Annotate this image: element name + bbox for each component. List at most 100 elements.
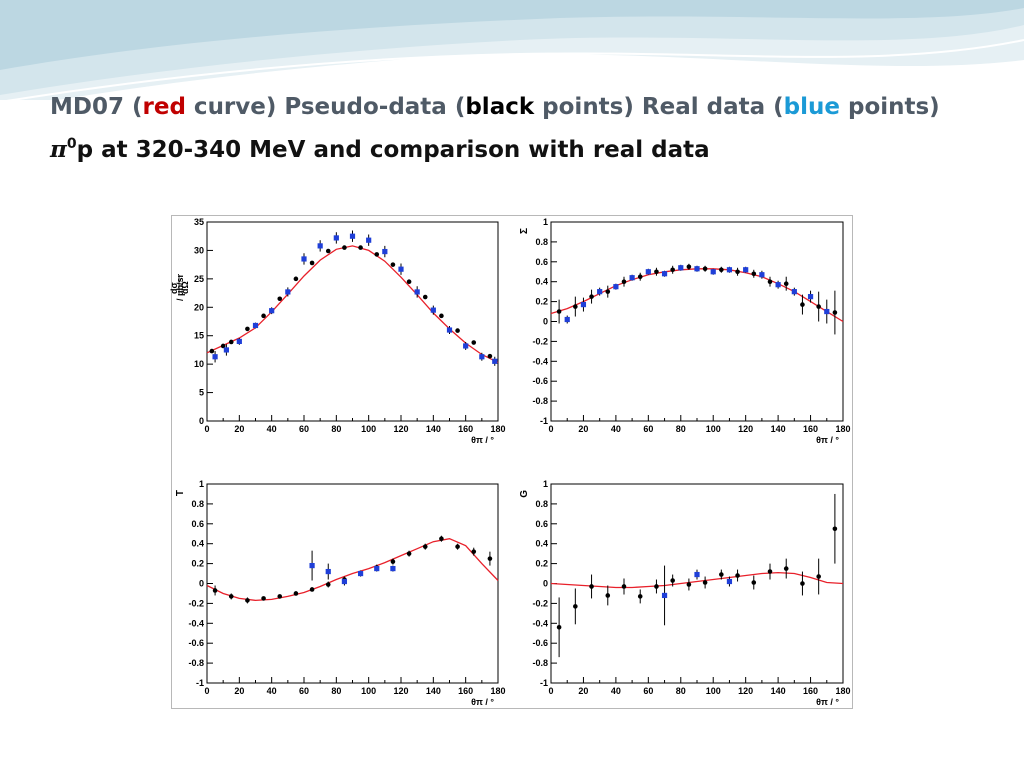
pseudo-data-point — [686, 264, 692, 270]
y-tick-label: 10 — [194, 359, 204, 369]
pseudo-data-point — [719, 267, 724, 273]
x-tick-label: 60 — [299, 686, 309, 696]
x-tick-label: 80 — [331, 424, 341, 434]
x-tick-label: 20 — [578, 424, 588, 434]
x-tick-label: 180 — [835, 686, 850, 696]
pseudo-data-point — [702, 266, 708, 272]
real-data-point — [807, 294, 814, 300]
real-data-point — [613, 284, 619, 290]
x-tick-label: 60 — [299, 424, 309, 434]
pseudo-data-point — [702, 580, 708, 585]
pseudo-data-point — [637, 594, 643, 599]
y-axis-label-denominator: dΩ — [180, 281, 190, 294]
real-data-point — [317, 243, 323, 249]
x-tick-label: 140 — [426, 686, 441, 696]
y-tick-label: 0.6 — [191, 519, 204, 529]
y-tick-label: 0.6 — [535, 257, 548, 267]
y-tick-label: 0.6 — [535, 519, 548, 529]
real-data-point — [382, 248, 388, 255]
pseudo-data-point — [439, 313, 444, 319]
x-tick-label: 40 — [267, 424, 277, 434]
slide-subtitle: π0p at 320-340 MeV and comparison with r… — [50, 136, 710, 163]
y-tick-label: 5 — [199, 388, 204, 398]
pseudo-data-point — [719, 572, 724, 577]
x-tick-label: 80 — [676, 424, 686, 434]
real-data-point — [398, 266, 404, 272]
x-tick-label: 120 — [738, 686, 753, 696]
x-tick-label: 160 — [458, 424, 473, 434]
title-after-red: curve) Pseudo-data ( — [185, 94, 466, 120]
pseudo-data-point — [767, 569, 773, 574]
pseudo-data-point — [751, 580, 757, 585]
y-axis-label: G — [519, 490, 530, 498]
model-curve — [550, 571, 844, 589]
y-tick-label: 0 — [199, 416, 204, 426]
subtitle-text: p at 320-340 MeV and comparison with rea… — [76, 137, 710, 163]
pseudo-data-point — [621, 584, 627, 589]
y-tick-label: -0.6 — [188, 638, 204, 648]
pseudo-data-point — [621, 279, 627, 285]
pseudo-data-point — [358, 245, 363, 250]
pseudo-data-point — [220, 343, 226, 349]
real-data-point — [694, 571, 700, 578]
x-tick-label: 0 — [204, 686, 209, 696]
y-tick-label: 0.2 — [191, 559, 204, 569]
x-tick-label: 60 — [643, 424, 653, 434]
pseudo-data-point — [245, 598, 250, 603]
pseudo-data-point — [439, 536, 444, 542]
x-tick-label: 40 — [267, 686, 277, 696]
y-tick-label: 0 — [543, 317, 548, 327]
pseudo-data-point — [325, 248, 331, 254]
pseudo-data-point — [342, 245, 347, 250]
title-black-word: black — [465, 94, 535, 120]
plot-frame — [550, 221, 844, 422]
y-tick-label: -0.4 — [532, 618, 548, 628]
x-tick-label: 140 — [426, 424, 441, 434]
pseudo-data-point — [783, 281, 789, 286]
real-data-point — [710, 269, 716, 275]
y-tick-label: 0.2 — [535, 297, 548, 307]
pseudo-data-point — [406, 279, 412, 285]
plot-frame — [206, 221, 499, 422]
y-tick-label: 1 — [543, 217, 548, 227]
y-tick-label: -0.4 — [188, 618, 204, 628]
x-tick-label: 40 — [611, 686, 621, 696]
pion-symbol: π — [50, 136, 67, 163]
pseudo-data-point — [487, 353, 493, 359]
pseudo-data-point — [556, 309, 562, 314]
real-data-point — [309, 562, 315, 569]
real-data-point — [564, 316, 570, 323]
x-tick-label: 120 — [393, 424, 408, 434]
y-tick-label: -0.6 — [532, 638, 548, 648]
y-tick-label: 1 — [199, 479, 204, 489]
pseudo-data-point — [637, 274, 643, 280]
real-data-point — [726, 267, 733, 273]
real-data-point — [333, 235, 339, 241]
x-axis-label: θπ / ° — [816, 697, 839, 707]
y-tick-label: -0.2 — [188, 598, 204, 608]
pseudo-data-point — [261, 313, 266, 319]
real-data-point — [349, 233, 356, 239]
pseudo-data-point — [589, 584, 594, 589]
real-data-point — [285, 289, 291, 295]
x-axis-label: θπ / ° — [471, 697, 494, 707]
y-tick-label: -0.8 — [532, 658, 548, 668]
pseudo-data-point — [309, 587, 315, 592]
pseudo-data-point — [209, 348, 215, 354]
x-tick-label: 100 — [706, 424, 721, 434]
pseudo-data-point — [589, 294, 594, 299]
pseudo-data-point — [422, 294, 428, 300]
y-axis-label-unit: / μb/sr — [175, 274, 185, 302]
real-data-point — [580, 301, 587, 308]
chart-bottom-right: 0 20 40 60 80 100 120 140 160 180 -1 -0.8 -0.6 -0.4 -0… — [519, 479, 851, 707]
real-data-point — [645, 269, 651, 275]
x-tick-label: 160 — [803, 686, 818, 696]
x-tick-label: 140 — [771, 686, 786, 696]
pseudo-data-point — [751, 271, 757, 277]
x-tick-label: 100 — [361, 686, 376, 696]
pseudo-data-point — [735, 573, 740, 578]
x-tick-label: 0 — [548, 686, 553, 696]
y-tick-label: -1 — [196, 678, 204, 688]
pseudo-data-point — [832, 526, 838, 532]
real-data-point — [374, 565, 380, 572]
